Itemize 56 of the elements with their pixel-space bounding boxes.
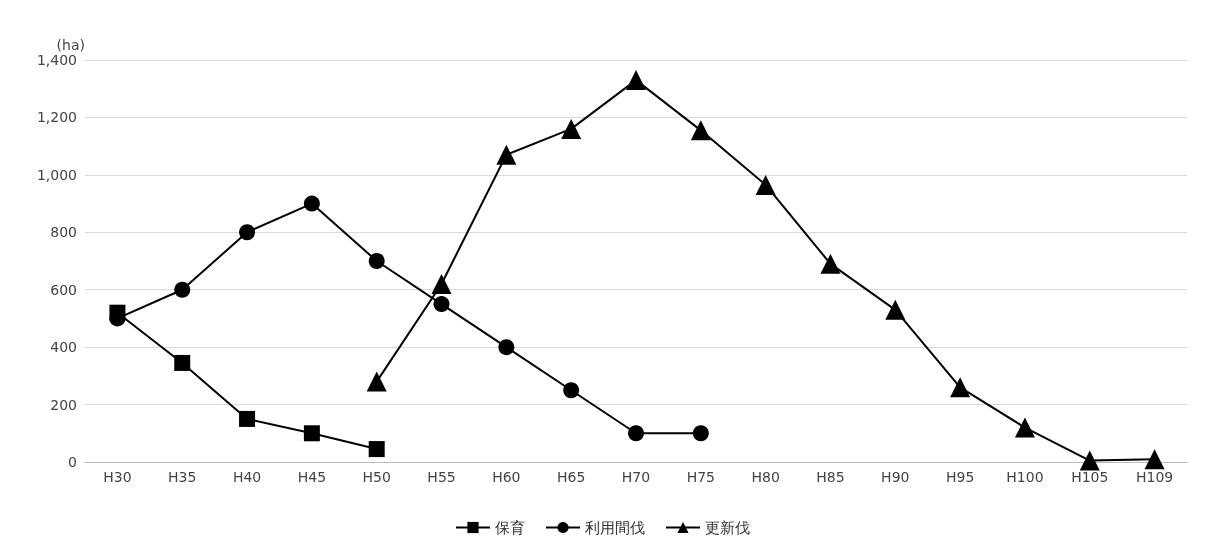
x-tick-label: H85 (816, 469, 845, 485)
x-tick-label: H30 (103, 469, 132, 485)
x-tick-label: H60 (492, 469, 521, 485)
y-tick-label: 0 (68, 454, 77, 470)
point (498, 339, 515, 356)
point (303, 425, 320, 442)
y-tick-label: 600 (50, 281, 77, 298)
point (563, 382, 580, 399)
point (1014, 417, 1035, 438)
x-tick-label: H95 (945, 469, 975, 485)
point (820, 253, 841, 274)
point (626, 70, 646, 91)
x-tick-label: H40 (232, 469, 262, 485)
y-tick-label: 1,000 (36, 166, 77, 183)
x-tick-label: H45 (297, 469, 327, 485)
x-tick-label: H75 (686, 469, 715, 485)
x-tick-label: H90 (881, 469, 910, 485)
y-tick-label: 1,400 (36, 52, 77, 68)
point (433, 296, 450, 313)
point (366, 371, 387, 392)
y-tick-label: 200 (50, 396, 77, 413)
x-tick-label: H65 (557, 469, 586, 485)
legend-label: 保育 (495, 518, 525, 537)
x-tick-label: H109 (1135, 469, 1174, 485)
point (561, 118, 582, 139)
point (755, 174, 776, 195)
point (239, 410, 256, 427)
point (1144, 449, 1165, 470)
legend-label: 利用間伐 (585, 518, 645, 537)
point (174, 354, 191, 371)
x-tick-label: H55 (427, 469, 456, 485)
point (628, 425, 644, 442)
point (431, 273, 452, 294)
point (368, 253, 385, 269)
point (496, 144, 517, 165)
point (303, 195, 320, 212)
x-tick-label: H100 (1006, 469, 1044, 485)
legend-label: 更新伐 (705, 518, 750, 537)
point (239, 224, 256, 241)
x-tick-label: H80 (751, 469, 780, 485)
point (692, 425, 709, 442)
x-tick-label: H105 (1071, 469, 1109, 485)
x-tick-label: H70 (621, 469, 651, 485)
point (174, 281, 191, 298)
point (950, 377, 971, 398)
y-axis-title: (ha) (56, 37, 85, 53)
x-tick-label: H50 (362, 469, 391, 485)
y-tick-label: 800 (50, 224, 77, 241)
point (1079, 450, 1100, 471)
x-tick-label: H35 (168, 469, 197, 485)
y-tick-label: 400 (50, 339, 77, 356)
y-tick-label: 1,200 (36, 109, 77, 126)
point (885, 299, 906, 320)
point (690, 120, 711, 141)
point (109, 304, 126, 321)
point (368, 441, 385, 458)
